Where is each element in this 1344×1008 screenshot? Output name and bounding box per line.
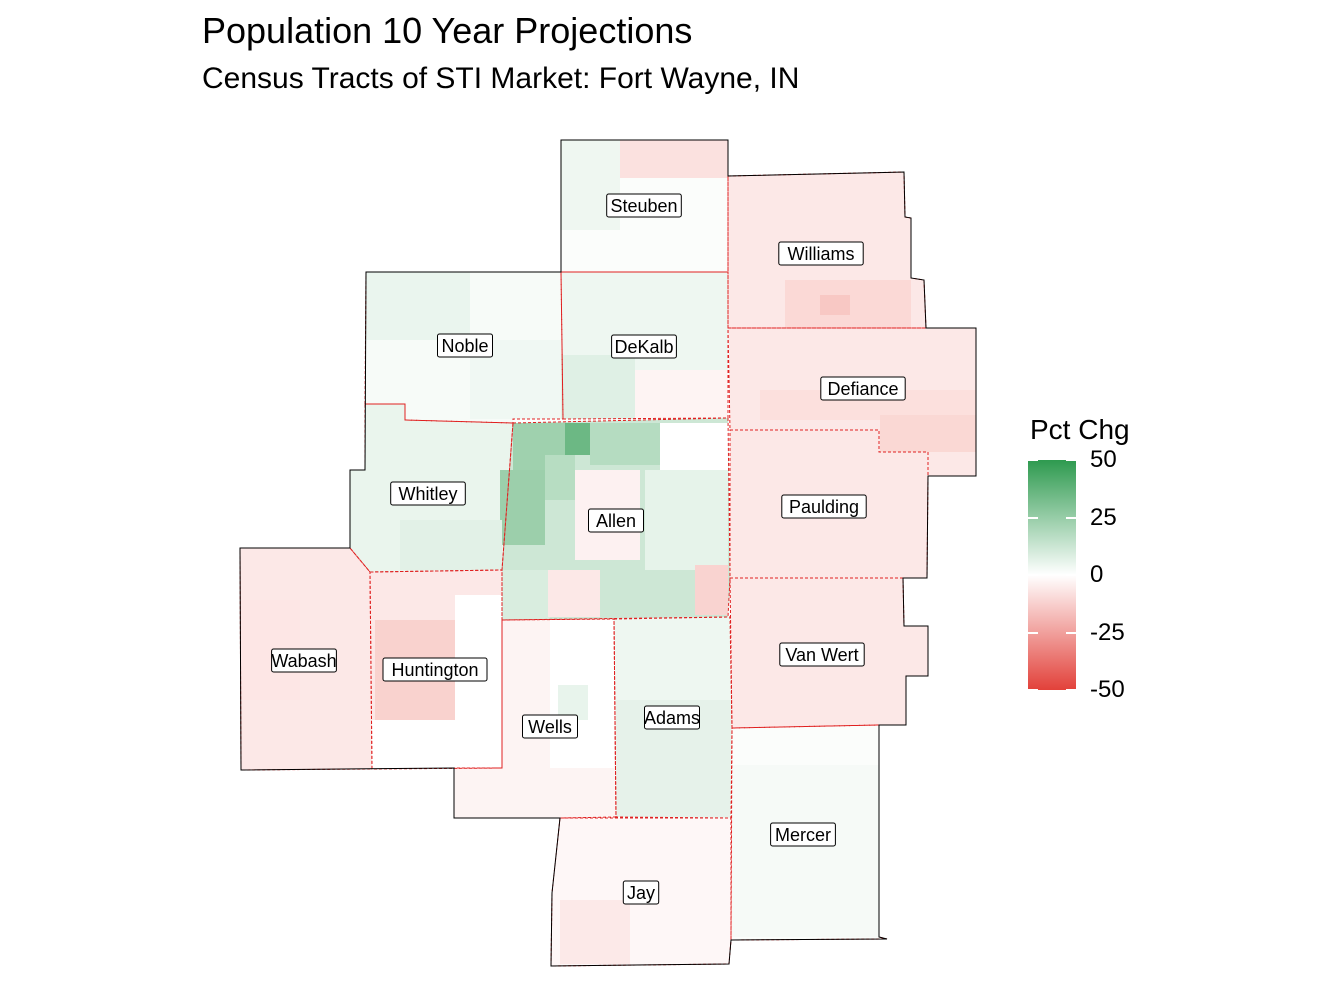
- county-label-text: Wabash: [271, 651, 336, 671]
- tract-shade: [548, 570, 600, 617]
- county-label-whitley: Whitley: [390, 481, 466, 506]
- county-label-box: [390, 481, 466, 506]
- county-label-dekalb: DeKalb: [611, 334, 677, 359]
- county-label-box: [779, 642, 865, 667]
- county-label-allen: Allen: [588, 508, 644, 533]
- map-subtitle: Census Tracts of STI Market: Fort Wayne,…: [202, 62, 800, 95]
- tract-shade: [558, 685, 588, 720]
- county-label-box: [781, 494, 867, 519]
- tract-shade: [820, 295, 850, 315]
- tract-shade: [660, 423, 728, 470]
- county-label-text: Paulding: [789, 497, 859, 517]
- legend-tick-mark: [1066, 574, 1076, 576]
- tract-shade: [590, 423, 660, 465]
- county-label-defiance: Defiance: [820, 376, 906, 401]
- tract-shade: [400, 520, 502, 570]
- tract-shade: [500, 470, 545, 545]
- county-label-text: Allen: [596, 511, 636, 531]
- legend-tick-label: -50: [1090, 676, 1125, 703]
- legend-tick-mark: [1028, 574, 1038, 576]
- tract-shade: [561, 355, 635, 419]
- market-outline: [239, 139, 977, 967]
- county-label-text: Jay: [627, 883, 655, 903]
- county-label-text: Williams: [788, 244, 855, 264]
- county-label-box: [437, 333, 493, 358]
- county-labels: Steuben Williams Noble DeKalb Defiance Whitle…: [271, 193, 906, 905]
- county-label-box: [522, 714, 578, 739]
- county-label-box: [622, 880, 660, 905]
- county-label-wabash: Wabash: [271, 648, 337, 673]
- county-label-box: [644, 705, 700, 730]
- tract-shade: [366, 272, 470, 340]
- county-label-text: Wells: [528, 717, 572, 737]
- tract-shade: [620, 140, 728, 178]
- county-label-box: [770, 822, 836, 847]
- tract-shade: [695, 565, 728, 615]
- tract-shade: [372, 720, 455, 769]
- legend-tick-label: 0: [1090, 561, 1104, 588]
- tract-shade: [560, 900, 630, 964]
- county-label-text: Van Wert: [785, 645, 858, 665]
- legend-tick-mark: [1028, 631, 1038, 634]
- tract-shade: [880, 415, 976, 452]
- legend-tick-label: 25: [1090, 503, 1117, 531]
- county-label-box: [271, 648, 337, 673]
- county-label-adams: Adams: [644, 705, 700, 730]
- county-label-text: Adams: [644, 708, 700, 728]
- legend-tick-label: -25: [1090, 618, 1125, 646]
- legend: Pct Chg 50 25 0 -25 -50: [1028, 412, 1188, 712]
- county-label-box: [778, 241, 864, 266]
- market-boundary: [239, 139, 977, 967]
- county-label-box: [588, 508, 644, 533]
- tract-shade: [732, 765, 879, 937]
- county-label-box: [820, 376, 906, 401]
- county-label-text: Mercer: [775, 825, 831, 845]
- county-border-mercer: [730, 724, 888, 941]
- map-title: Population 10 Year Projections: [202, 10, 693, 51]
- legend-tick-mark: [1066, 689, 1076, 691]
- legend-tick-label: 50: [1090, 446, 1117, 473]
- county-label-wells: Wells: [522, 714, 578, 739]
- tract-fills: [240, 140, 976, 964]
- legend-tick-mark: [1028, 516, 1038, 519]
- county-label-box: [382, 657, 488, 682]
- county-label-noble: Noble: [437, 333, 493, 358]
- legend-tick-mark: [1066, 516, 1076, 519]
- tract-shade: [760, 390, 976, 420]
- tract-shade: [635, 370, 728, 418]
- legend-title: Pct Chg: [1030, 414, 1130, 445]
- county-label-box: [606, 193, 682, 218]
- county-label-text: Noble: [441, 336, 488, 356]
- tract-shade: [240, 600, 300, 700]
- tract-shade: [565, 423, 590, 455]
- tract-shade: [645, 470, 728, 570]
- county-label-jay: Jay: [622, 880, 660, 905]
- legend-tick-mark: [1028, 689, 1038, 691]
- county-label-huntington: Huntington: [382, 657, 488, 682]
- tract-shade: [502, 570, 550, 620]
- county-label-text: Huntington: [391, 660, 478, 680]
- tract-shade: [561, 140, 620, 230]
- county-label-text: Steuben: [610, 196, 677, 216]
- county-label-text: Defiance: [827, 379, 898, 399]
- tract-shade: [470, 340, 561, 419]
- county-label-mercer: Mercer: [770, 822, 836, 847]
- tract-shade: [545, 455, 575, 500]
- county-label-williams: Williams: [778, 241, 864, 266]
- county-label-box: [611, 334, 677, 359]
- legend-tick-mark: [1066, 459, 1076, 461]
- legend-tick-mark: [1028, 459, 1038, 461]
- tract-shade: [616, 700, 731, 817]
- county-label-text: DeKalb: [614, 337, 673, 357]
- county-label-van-wert: Van Wert: [779, 642, 865, 667]
- county-label-steuben: Steuben: [606, 193, 682, 218]
- county-label-paulding: Paulding: [781, 494, 867, 519]
- county-label-text: Whitley: [398, 484, 457, 504]
- legend-tick-mark: [1066, 631, 1076, 634]
